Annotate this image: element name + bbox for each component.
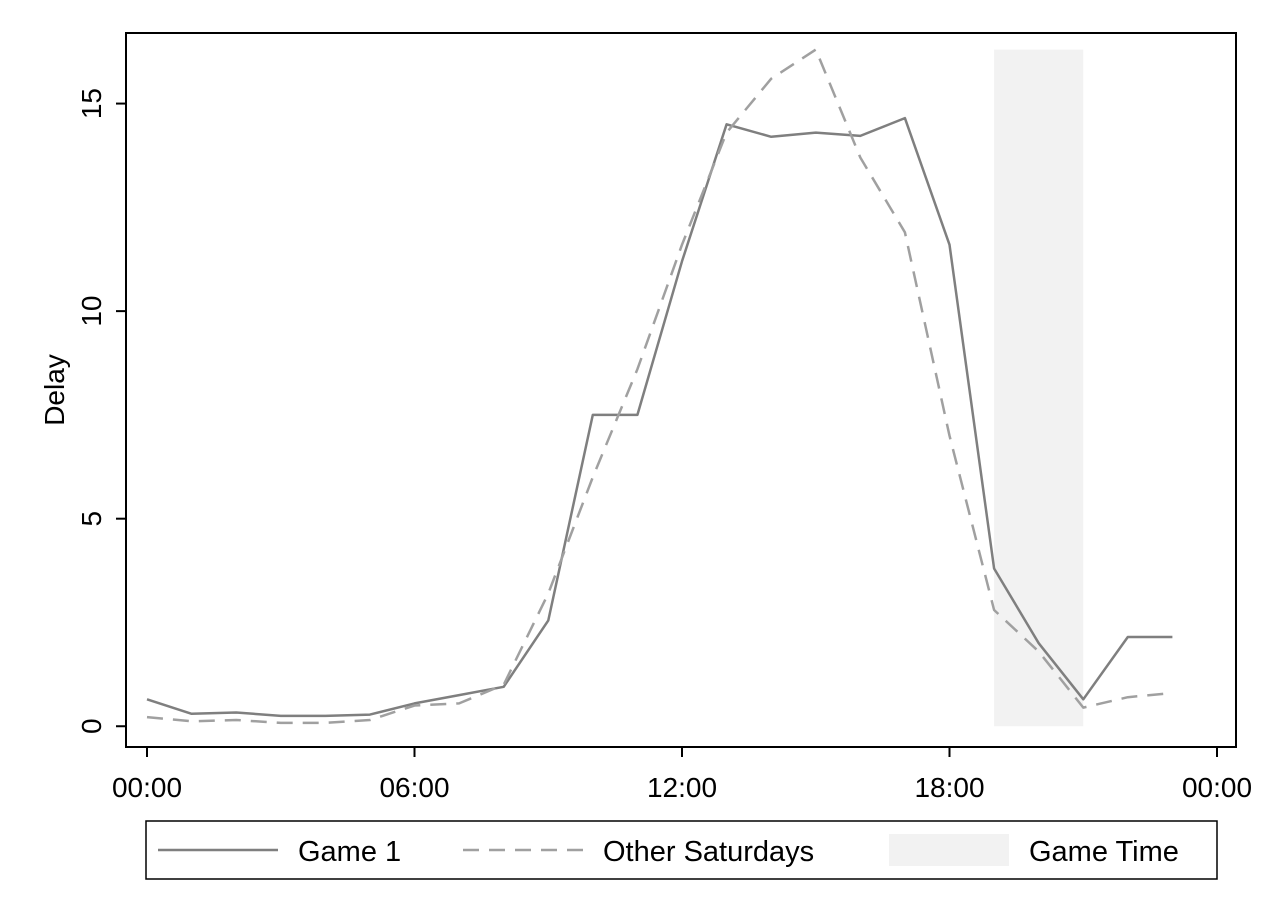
y-tick-label: 10 xyxy=(76,296,107,327)
y-axis-title: Delay xyxy=(39,354,70,426)
legend-box xyxy=(145,820,1218,880)
x-tick-label: 18:00 xyxy=(914,772,984,803)
legend-label-game-1: Game 1 xyxy=(298,836,401,868)
y-tick-label: 15 xyxy=(76,88,107,119)
y-tick-label: 0 xyxy=(76,718,107,734)
shaded-region-layer xyxy=(994,49,1084,727)
series-line-game-1 xyxy=(146,116,1173,718)
y-tick-label: 5 xyxy=(76,511,107,527)
legend-label-other-saturdays: Other Saturdays xyxy=(603,836,814,868)
x-tick-label: 00:00 xyxy=(112,772,182,803)
x-axis: 00:00 06:00 12:00 18:00 00:00 xyxy=(112,747,1252,803)
game-time-shaded-region xyxy=(994,49,1084,727)
legend-swatch-game-time xyxy=(889,834,1009,866)
x-tick-label: 00:00 xyxy=(1182,772,1252,803)
x-tick-label: 06:00 xyxy=(379,772,449,803)
y-axis: 0 5 10 15 xyxy=(76,88,126,734)
legend-label-game-time: Game Time xyxy=(1029,836,1179,868)
series-line-other-saturdays xyxy=(146,48,1173,725)
series-layer xyxy=(146,48,1173,725)
x-tick-label: 12:00 xyxy=(647,772,717,803)
legend: Game 1 Other Saturdays Game Time xyxy=(145,820,1218,880)
